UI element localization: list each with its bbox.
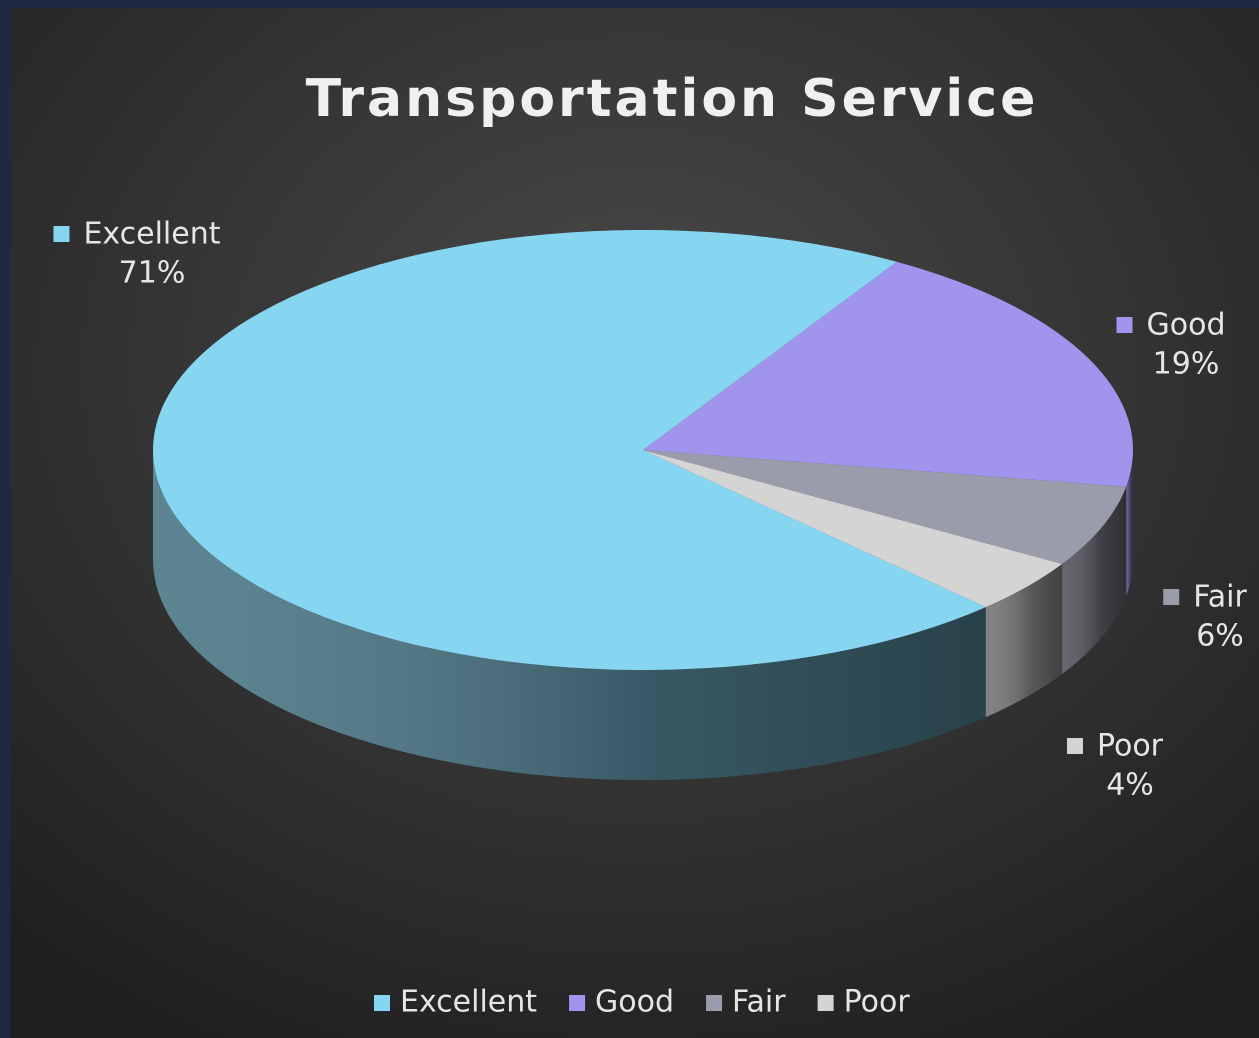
data-label-category: Excellent [83, 217, 220, 252]
legend-marker [569, 995, 586, 1011]
slice-side-shade [1126, 450, 1133, 597]
slice [152, 229, 986, 670]
chart-title: Transportation Service [306, 69, 1039, 129]
data-label-value: 6% [1196, 619, 1244, 654]
legend-marker [817, 995, 834, 1011]
legend-label: Good [595, 985, 674, 1020]
data-label-marker [1163, 589, 1180, 605]
data-label-category: Good [1147, 308, 1226, 343]
slice [643, 261, 1133, 487]
data-label-marker [1066, 738, 1083, 754]
legend-label: Fair [732, 985, 786, 1020]
data-label-marker [1116, 317, 1133, 333]
slice-side-shade [985, 563, 1063, 718]
slice [643, 450, 1063, 608]
legend-label: Poor [844, 985, 911, 1020]
legend-marker [374, 995, 390, 1011]
data-label-category: Fair [1193, 580, 1247, 615]
slice [643, 450, 1127, 564]
data-label-category: Poor [1097, 729, 1164, 764]
data-label-marker [53, 226, 70, 242]
legend-marker [706, 995, 723, 1011]
legend-label: Excellent [400, 985, 537, 1020]
data-label-value: 19% [1153, 347, 1220, 382]
slice-side-shade [1062, 486, 1127, 674]
data-label-value: 4% [1106, 768, 1154, 803]
slice-side-shade [153, 450, 986, 780]
data-label-value: 71% [119, 256, 186, 291]
